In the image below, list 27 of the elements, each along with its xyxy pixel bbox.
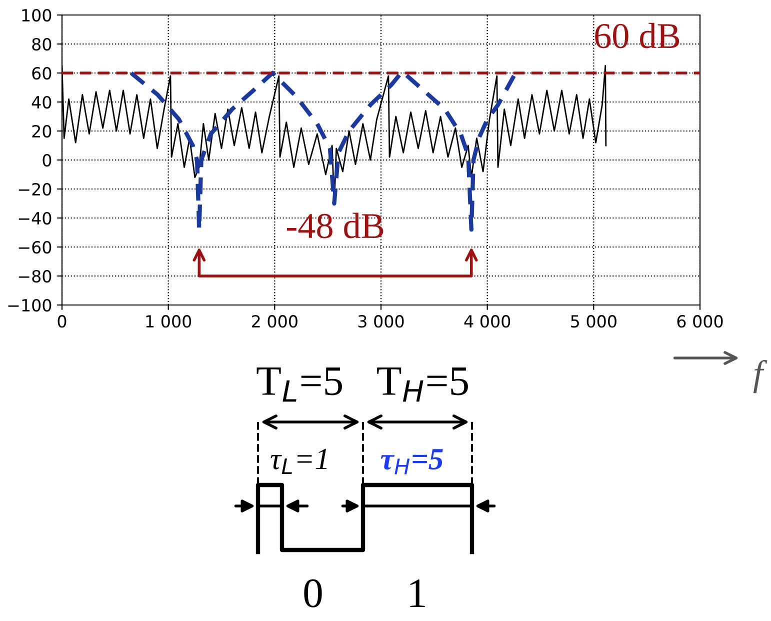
annotation: -48 dB [286,212,384,238]
y-tick-label: 20 [32,124,52,138]
y-tick-label: 100 [22,8,52,22]
y-tick-label: 40 [32,96,52,109]
x-tick-label: 4 000 [464,315,510,328]
y-tick-label: 80 [32,38,52,51]
y-tick-label: −40 [18,212,52,225]
y-tick-label: 0 [42,154,52,167]
x-tick-label: 6 000 [677,315,723,328]
y-tick-label: −20 [18,182,52,196]
ref-line-label: 60 dB [595,22,680,48]
x-tick-label: 5 000 [571,315,616,328]
x-tick-label: 0 [58,315,66,328]
text: 1 [410,580,425,608]
y-tick-label: −60 [18,240,52,254]
y-tick-label: −80 [18,270,52,283]
y-tick-label: 60 [32,66,52,80]
text: T$_{H}$=5 [377,368,468,402]
x-tick-label: 1 000 [146,315,192,328]
text: T$_{L}$=5 [256,368,342,402]
text: τ$_{H}$=5 [380,449,443,474]
text: 0 [304,579,322,608]
x-tick-label: 3 000 [358,315,404,328]
x-axis-title: f [753,360,768,394]
y-tick-label: −100 [8,298,52,312]
text: τ$_{L}$=1 [270,448,327,474]
x-tick-label: 2 000 [252,315,298,328]
